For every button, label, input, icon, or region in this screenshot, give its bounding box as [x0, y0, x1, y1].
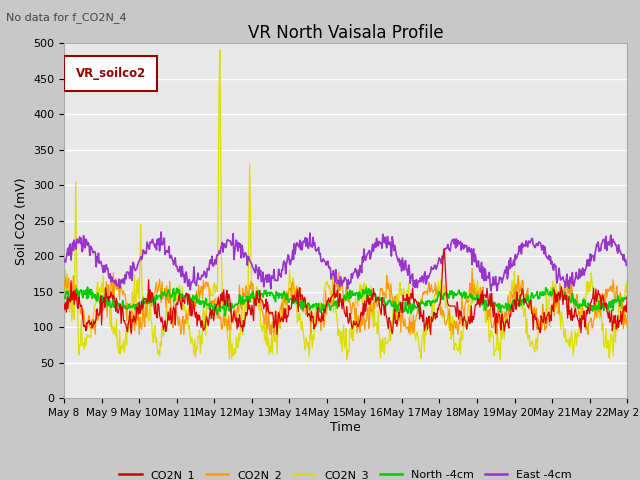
Text: No data for f_CO2N_4: No data for f_CO2N_4 [6, 12, 127, 23]
Text: VR_soilco2: VR_soilco2 [76, 67, 146, 80]
X-axis label: Time: Time [330, 421, 361, 434]
FancyBboxPatch shape [64, 56, 157, 91]
Y-axis label: Soil CO2 (mV): Soil CO2 (mV) [15, 177, 28, 264]
Legend: CO2N_1, CO2N_2, CO2N_3, North -4cm, East -4cm: CO2N_1, CO2N_2, CO2N_3, North -4cm, East… [115, 466, 576, 480]
Title: VR North Vaisala Profile: VR North Vaisala Profile [248, 24, 444, 42]
